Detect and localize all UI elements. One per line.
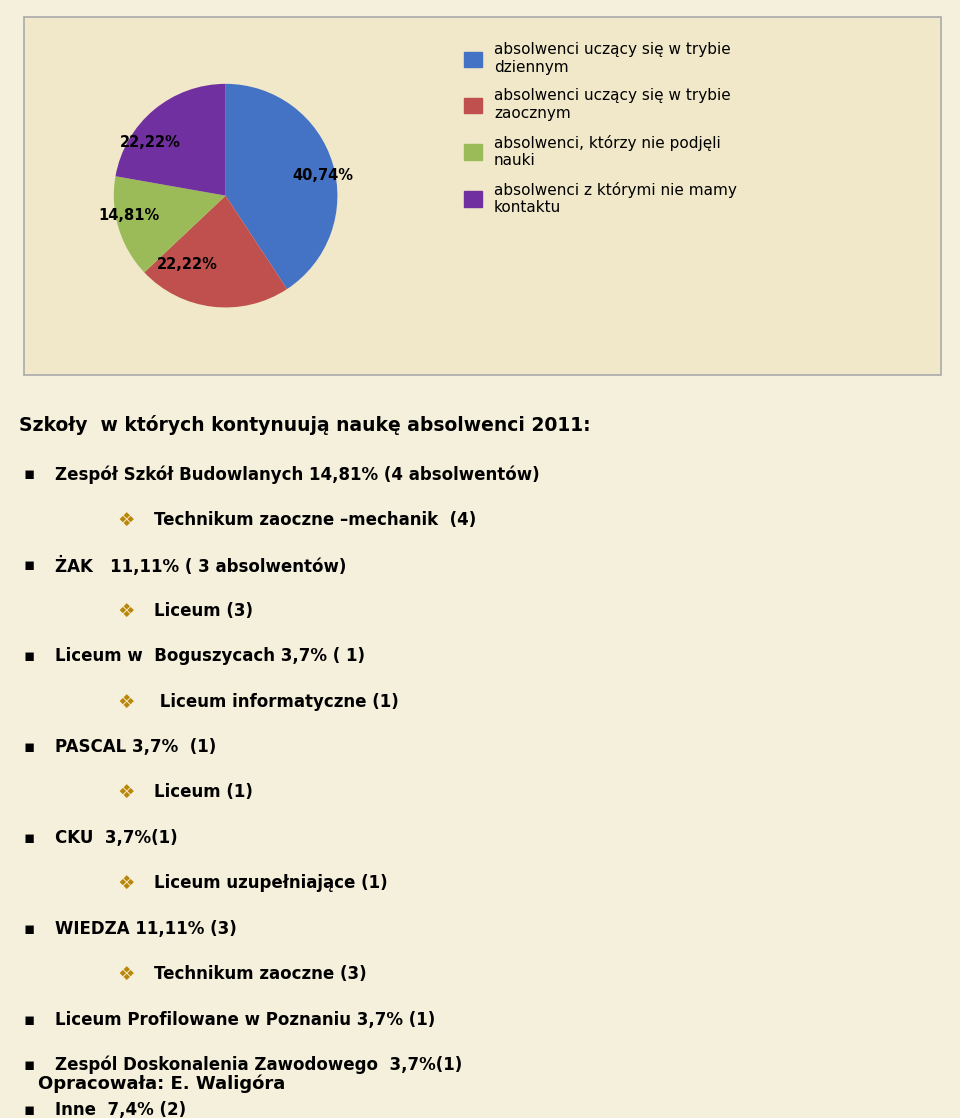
Text: PASCAL 3,7%  (1): PASCAL 3,7% (1) — [55, 738, 216, 756]
Text: ▪: ▪ — [24, 1011, 35, 1029]
Text: Zespól Doskonalenia Zawodowego  3,7%(1): Zespól Doskonalenia Zawodowego 3,7%(1) — [55, 1057, 462, 1074]
Text: Szkoły  w których kontynuują naukę absolwenci 2011:: Szkoły w których kontynuują naukę absolw… — [19, 415, 590, 435]
Text: ▪: ▪ — [24, 828, 35, 846]
Text: 22,22%: 22,22% — [120, 135, 181, 150]
Text: Liceum Profilowane w Poznaniu 3,7% (1): Liceum Profilowane w Poznaniu 3,7% (1) — [55, 1011, 435, 1029]
Text: 40,74%: 40,74% — [292, 169, 353, 183]
Text: Opracowała: E. Waligóra: Opracowała: E. Waligóra — [37, 1074, 285, 1092]
Text: ▪: ▪ — [24, 1057, 35, 1074]
Text: ❖: ❖ — [118, 965, 135, 984]
Text: ❖: ❖ — [118, 784, 135, 803]
Wedge shape — [114, 177, 226, 273]
Text: ▪: ▪ — [24, 557, 35, 575]
Text: ❖: ❖ — [118, 692, 135, 711]
Text: WIEDZA 11,11% (3): WIEDZA 11,11% (3) — [55, 920, 236, 938]
Text: ▪: ▪ — [24, 465, 35, 483]
Text: ❖: ❖ — [118, 874, 135, 893]
Text: Zespół Szkół Budowlanych 14,81% (4 absolwentów): Zespół Szkół Budowlanych 14,81% (4 absol… — [55, 465, 540, 484]
Text: ▪: ▪ — [24, 738, 35, 756]
Text: Inne  7,4% (2): Inne 7,4% (2) — [55, 1101, 186, 1118]
Text: Liceum (1): Liceum (1) — [154, 784, 252, 802]
Legend: absolwenci uczący się w trybie
dziennym, absolwenci uczący się w trybie
zaocznym: absolwenci uczący się w trybie dziennym,… — [464, 42, 737, 215]
Text: Technikum zaoczne –mechanik  (4): Technikum zaoczne –mechanik (4) — [154, 511, 476, 529]
Text: ▪: ▪ — [24, 647, 35, 665]
Wedge shape — [115, 84, 226, 196]
Text: Liceum w  Boguszycach 3,7% ( 1): Liceum w Boguszycach 3,7% ( 1) — [55, 647, 365, 665]
Text: CKU  3,7%(1): CKU 3,7%(1) — [55, 828, 178, 846]
Text: ▪: ▪ — [24, 1101, 35, 1118]
Text: 14,81%: 14,81% — [98, 208, 159, 222]
Text: ❖: ❖ — [118, 601, 135, 620]
Text: ŻAK   11,11% ( 3 absolwentów): ŻAK 11,11% ( 3 absolwentów) — [55, 557, 347, 576]
Text: Liceum (3): Liceum (3) — [154, 601, 252, 619]
Text: ▪: ▪ — [24, 920, 35, 938]
Text: Liceum informatyczne (1): Liceum informatyczne (1) — [154, 692, 398, 711]
Text: 22,22%: 22,22% — [156, 257, 218, 272]
Wedge shape — [144, 196, 287, 307]
Text: ❖: ❖ — [118, 511, 135, 530]
Text: Technikum zaoczne (3): Technikum zaoczne (3) — [154, 965, 366, 983]
Wedge shape — [226, 84, 337, 290]
Text: Liceum uzupełniające (1): Liceum uzupełniające (1) — [154, 874, 387, 892]
